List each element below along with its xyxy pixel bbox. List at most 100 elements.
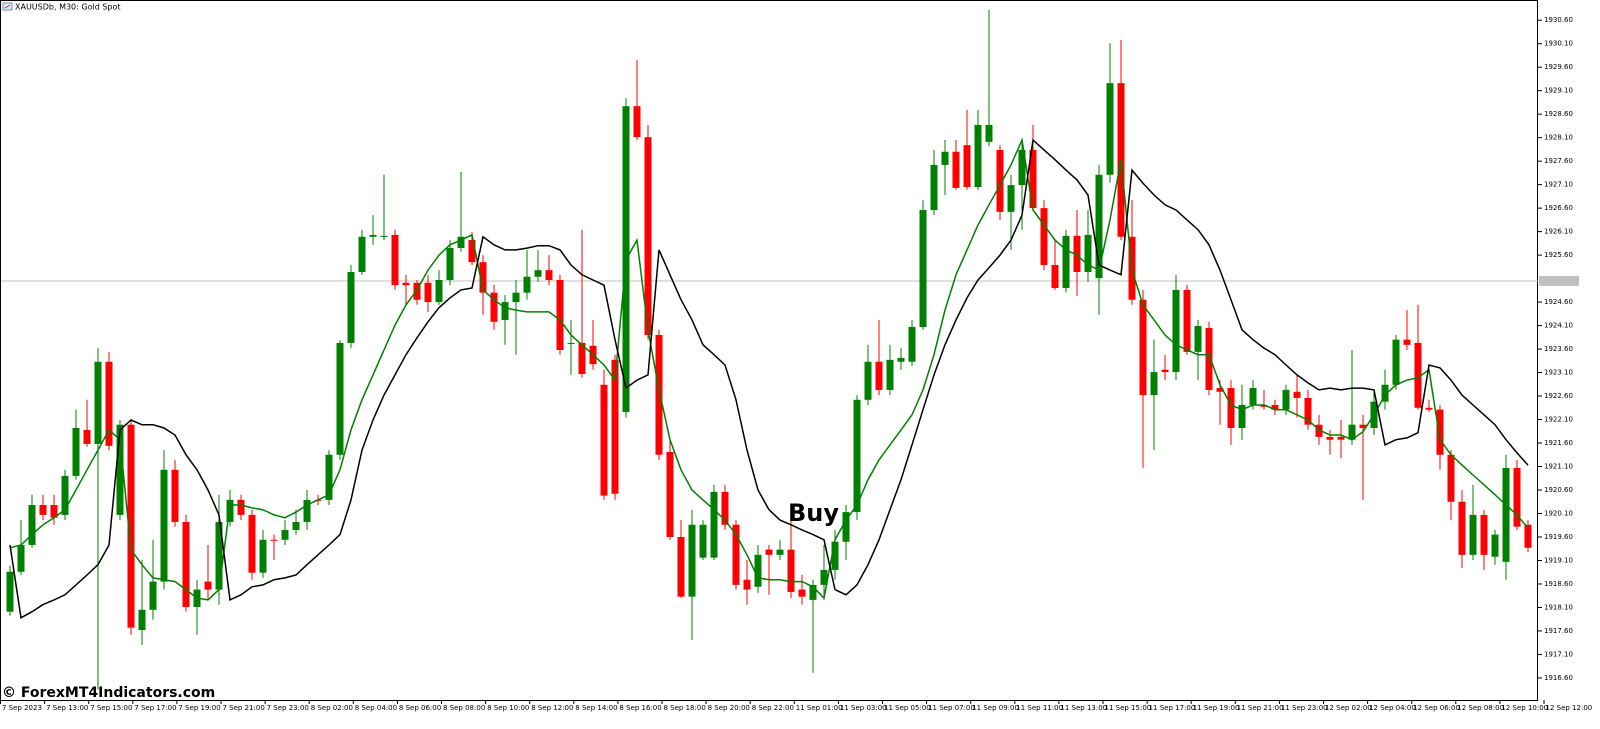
candle-body — [292, 521, 300, 530]
candle-body — [1106, 83, 1114, 175]
candle-body — [83, 429, 91, 444]
candle-body — [1381, 384, 1389, 402]
candle-body — [171, 469, 179, 522]
candle-body — [677, 536, 685, 597]
x-tick-label: 11 Sep 07:00 — [928, 704, 975, 712]
candle-body — [1293, 391, 1301, 398]
candle-body — [875, 361, 883, 390]
candle-body — [347, 272, 355, 343]
candle-body — [765, 549, 773, 555]
candle-body — [1249, 388, 1257, 405]
candle-body — [248, 514, 256, 573]
candle-body — [963, 145, 971, 187]
candle-body — [1084, 234, 1092, 273]
x-tick-label: 11 Sep 13:00 — [1060, 704, 1107, 712]
y-tick-label: 1929.10 — [1544, 87, 1573, 95]
candle-body — [1513, 467, 1521, 527]
candle-body — [1227, 388, 1235, 428]
y-tick-label: 1917.10 — [1544, 650, 1573, 658]
candle-body — [1337, 436, 1345, 440]
candle-body — [941, 151, 949, 165]
x-tick-label: 8 Sep 16:00 — [619, 704, 661, 712]
y-tick-label: 1923.60 — [1544, 345, 1573, 353]
x-tick-label: 11 Sep 05:00 — [884, 704, 931, 712]
symbol-icon — [2, 2, 13, 11]
candle-body — [930, 164, 938, 210]
candle-body — [39, 505, 47, 515]
candle-body — [116, 424, 124, 515]
candle-body — [1183, 289, 1191, 352]
candle-body — [1073, 235, 1081, 273]
y-tick-label: 1930.10 — [1544, 40, 1573, 48]
candle-body — [1304, 397, 1312, 425]
candle-body — [149, 581, 157, 610]
candle-body — [358, 236, 366, 273]
y-tick-label: 1918.60 — [1544, 580, 1573, 588]
candle-body — [1326, 436, 1334, 440]
candle-body — [787, 549, 795, 592]
candle-body — [1194, 326, 1202, 352]
x-tick-label: 7 Sep 13:00 — [46, 704, 88, 712]
candle-body — [820, 569, 828, 585]
candle-body — [270, 539, 278, 541]
x-tick-label: 7 Sep 19:00 — [178, 704, 220, 712]
candle-body — [1260, 404, 1268, 407]
candle-body — [237, 499, 245, 515]
candle-body — [138, 609, 146, 630]
price-marker — [1539, 275, 1579, 286]
candle-body — [1480, 514, 1488, 555]
candle-body — [512, 292, 520, 303]
candle-body — [490, 292, 498, 322]
candle-body — [391, 234, 399, 286]
candle-body — [809, 584, 817, 600]
x-tick-label: 11 Sep 17:00 — [1149, 704, 1196, 712]
candle-body — [325, 454, 333, 500]
y-tick-label: 1920.60 — [1544, 486, 1573, 494]
candle-body — [369, 234, 377, 237]
candle-body — [1282, 389, 1290, 410]
x-tick-label: 11 Sep 21:00 — [1237, 704, 1284, 712]
candle-body — [1161, 369, 1169, 373]
candle-body — [523, 276, 531, 293]
y-tick-label: 1916.60 — [1544, 674, 1573, 682]
candle-body — [336, 342, 344, 455]
candle-body — [611, 359, 619, 494]
candle-body — [50, 505, 58, 518]
candle-body — [17, 544, 25, 572]
y-tick-label: 1917.60 — [1544, 627, 1573, 635]
candle-body — [402, 282, 410, 286]
y-tick-label: 1924.60 — [1544, 298, 1573, 306]
indicator-line — [9, 138, 1529, 619]
candle-body — [61, 475, 69, 515]
x-tick-label: 8 Sep 02:00 — [311, 704, 353, 712]
candle-body — [721, 491, 729, 525]
x-tick-label: 11 Sep 11:00 — [1016, 704, 1063, 712]
candle-body — [842, 512, 850, 542]
x-tick-label: 11 Sep 15:00 — [1105, 704, 1152, 712]
x-tick-label: 12 Sep 04:00 — [1369, 704, 1416, 712]
candle-body — [1007, 185, 1015, 212]
candle-body — [215, 521, 223, 590]
candle-body — [204, 581, 212, 590]
candle-body — [556, 280, 564, 350]
candle-body — [380, 235, 388, 237]
candle-body — [1271, 404, 1279, 410]
x-tick-label: 8 Sep 18:00 — [664, 704, 706, 712]
x-tick-label: 8 Sep 04:00 — [355, 704, 397, 712]
candle-body — [479, 262, 487, 293]
candle-body — [1150, 372, 1158, 396]
candle-body — [1414, 342, 1422, 408]
y-tick-label: 1928.10 — [1544, 134, 1573, 142]
candle-body — [567, 342, 575, 344]
x-tick-label: 12 Sep 02:00 — [1325, 704, 1372, 712]
candle-body — [732, 524, 740, 585]
candle-body — [578, 342, 586, 374]
x-tick-label: 8 Sep 08:00 — [443, 704, 485, 712]
candle-body — [754, 554, 762, 587]
candle-body — [776, 549, 784, 555]
y-tick-label: 1926.10 — [1544, 228, 1573, 236]
candle-body — [743, 579, 751, 590]
candle-body — [1403, 339, 1411, 345]
